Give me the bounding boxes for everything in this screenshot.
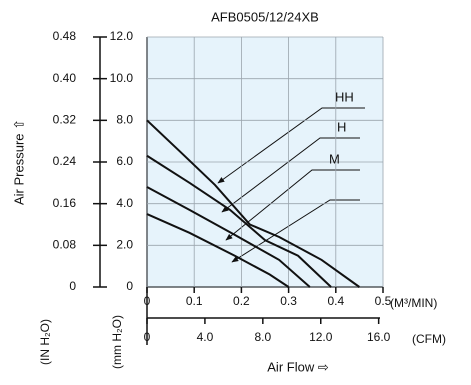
legend-label: H [337,119,346,134]
curve [146,213,290,288]
y-tick-label: 10.0 [110,71,134,85]
curve [146,119,360,288]
x2-tick-label: 8.0 [254,330,271,344]
y-tick-label: 4.0 [116,196,133,210]
y2-tick-label: 0.48 [53,29,77,43]
annotations [217,107,365,263]
x-tick-label: 0.5 [375,294,392,308]
y-tick-label: 0 [126,279,133,293]
legend-label: HH [335,89,354,104]
y2-tick-label: 0.08 [53,238,77,252]
y-tick-label: 2.0 [116,238,133,252]
x2-tick-label: 0 [144,330,151,344]
chart-title: AFB0505/12/24XB [211,9,319,24]
leader [225,169,360,241]
curve [146,154,332,288]
y-axis-label: Air Pressure ⇧ [11,119,26,205]
y-tick-label: 8.0 [116,113,133,127]
x-unit-label: (M³/MIN) [390,296,437,310]
x-tick-label: 0.2 [233,294,250,308]
y2-tick-label: 0.32 [53,113,77,127]
y-tick-label: 6.0 [116,154,133,168]
x2-tick-label: 4.0 [197,330,214,344]
x-tick-label: 0.1 [186,294,203,308]
x2-unit-label: (CFM) [412,332,446,346]
y2-tick-label: 0.24 [53,154,77,168]
y2-unit-label: (IN H₂O) [38,319,52,365]
y2-tick-label: 0.40 [53,71,77,85]
y2-tick-label: 0.16 [53,196,77,210]
curve [146,186,311,288]
x-tick-label: 0.4 [327,294,344,308]
y-tick-label: 12.0 [110,29,134,43]
y-unit-label: (mm H₂O) [110,315,124,369]
leader [231,199,360,263]
x2-tick-label: 16.0 [367,330,391,344]
leader [221,137,360,213]
x2-tick-label: 12.0 [309,330,333,344]
y2-tick-label: 0 [69,279,76,293]
x-axis-label: Air Flow ⇨ [267,359,329,374]
x-tick-label: 0.3 [280,294,297,308]
x-tick-label: 0 [144,294,151,308]
legend-label: M [329,151,340,166]
leader [217,107,365,184]
